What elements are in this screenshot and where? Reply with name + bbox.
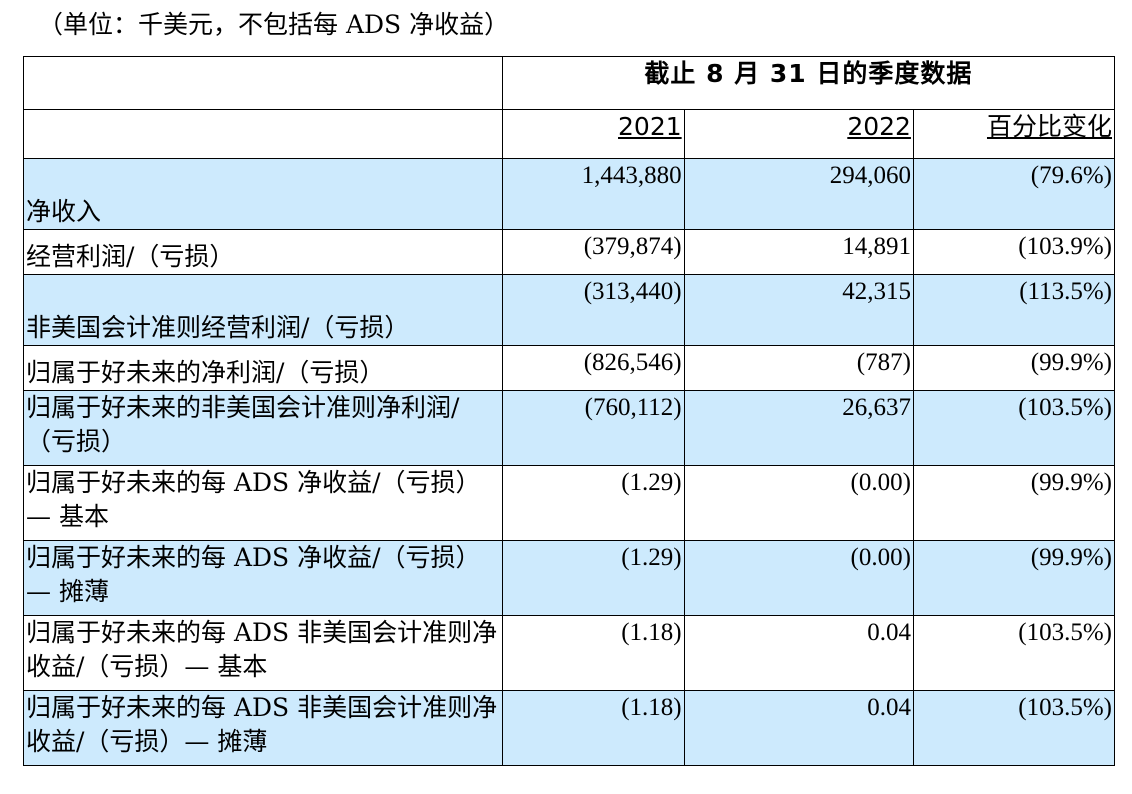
row-label: 归属于好未来的净利润/（亏损） (23, 345, 503, 391)
value-2022: 26,637 (683, 390, 914, 466)
value-2021: (379,874) (501, 229, 685, 275)
table-row: 归属于好未来的非美国会计准则净利润/（亏损） (760,112) 26,637 … (23, 390, 1116, 466)
row-label: 非美国会计准则经营利润/（亏损） (23, 274, 503, 346)
value-pct-change: (103.5%) (912, 390, 1116, 466)
column-header-pct-change: 百分比变化 (912, 109, 1116, 159)
header-row-columns: 2021 2022 百分比变化 (23, 109, 1116, 159)
row-label: 归属于好未来的每 ADS 净收益/（亏损）— 摊薄 (23, 540, 503, 616)
row-label: 经营利润/（亏损） (23, 229, 503, 275)
value-pct-change: (103.5%) (912, 615, 1116, 691)
header-empty-cell (23, 56, 503, 110)
unit-note: （单位：千美元，不包括每 ADS 净收益） (38, 10, 510, 39)
value-pct-change: (103.5%) (912, 690, 1116, 766)
row-label: 归属于好未来的每 ADS 非美国会计准则净收益/（亏损）— 摊薄 (23, 690, 503, 766)
value-2022: (787) (683, 345, 914, 391)
table-row: 归属于好未来的净利润/（亏损） (826,546) (787) (99.9%) (23, 345, 1116, 391)
value-2022: (0.00) (683, 465, 914, 541)
value-2021: (760,112) (501, 390, 685, 466)
row-label: 归属于好未来的非美国会计准则净利润/（亏损） (23, 390, 503, 466)
value-2021: 1,443,880 (501, 158, 685, 230)
table-row: 归属于好未来的每 ADS 净收益/（亏损）— 摊薄 (1.29) (0.00) … (23, 540, 1116, 616)
value-2022: 294,060 (683, 158, 914, 230)
table-row: 归属于好未来的每 ADS 非美国会计准则净收益/（亏损）— 基本 (1.18) … (23, 615, 1116, 691)
header-empty-cell (23, 109, 503, 159)
value-2022: 14,891 (683, 229, 914, 275)
value-pct-change: (99.9%) (912, 345, 1116, 391)
row-label: 归属于好未来的每 ADS 净收益/（亏损）— 基本 (23, 465, 503, 541)
value-2022: 0.04 (683, 615, 914, 691)
value-pct-change: (99.9%) (912, 465, 1116, 541)
value-pct-change: (99.9%) (912, 540, 1116, 616)
value-2022: 0.04 (683, 690, 914, 766)
value-2021: (313,440) (501, 274, 685, 346)
row-label: 净收入 (23, 158, 503, 230)
period-title: 截止 8 月 31 日的季度数据 (501, 56, 1116, 110)
value-pct-change: (103.9%) (912, 229, 1116, 275)
value-2021: (1.18) (501, 690, 685, 766)
value-2022: (0.00) (683, 540, 914, 616)
value-pct-change: (79.6%) (912, 158, 1116, 230)
table-row: 非美国会计准则经营利润/（亏损） (313,440) 42,315 (113.5… (23, 274, 1116, 346)
column-header-2022: 2022 (683, 109, 914, 159)
table-row: 经营利润/（亏损） (379,874) 14,891 (103.9%) (23, 229, 1116, 275)
header-row-period: 截止 8 月 31 日的季度数据 (23, 56, 1116, 110)
value-2021: (1.29) (501, 540, 685, 616)
value-2021: (1.18) (501, 615, 685, 691)
financial-summary-table: 截止 8 月 31 日的季度数据 2021 2022 百分比变化 净收入 1,4… (23, 56, 1116, 766)
table-row: 归属于好未来的每 ADS 净收益/（亏损）— 基本 (1.29) (0.00) … (23, 465, 1116, 541)
table-row: 净收入 1,443,880 294,060 (79.6%) (23, 158, 1116, 230)
column-header-2021: 2021 (501, 109, 685, 159)
table-row: 归属于好未来的每 ADS 非美国会计准则净收益/（亏损）— 摊薄 (1.18) … (23, 690, 1116, 766)
row-label: 归属于好未来的每 ADS 非美国会计准则净收益/（亏损）— 基本 (23, 615, 503, 691)
value-pct-change: (113.5%) (912, 274, 1116, 346)
value-2021: (1.29) (501, 465, 685, 541)
value-2022: 42,315 (683, 274, 914, 346)
value-2021: (826,546) (501, 345, 685, 391)
